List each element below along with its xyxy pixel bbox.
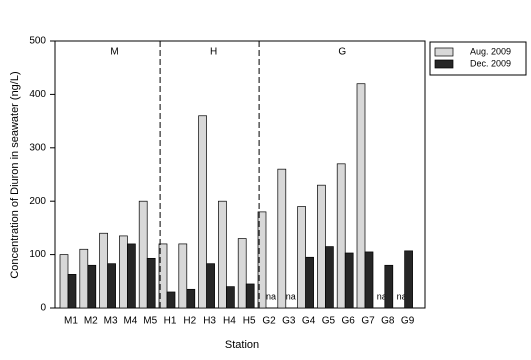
x-tick-label: H2	[183, 316, 196, 327]
x-tick-label: G7	[361, 316, 375, 327]
bar	[218, 200, 227, 309]
bar	[336, 163, 346, 309]
x-tick-label: G9	[401, 316, 415, 327]
group-label: G	[338, 47, 346, 58]
x-tick-label: G3	[282, 316, 296, 327]
x-tick-label: H3	[203, 316, 216, 327]
x-tick-label: M1	[64, 316, 78, 327]
bar	[119, 235, 128, 309]
y-tick-label: 400	[29, 89, 46, 100]
bar	[146, 257, 156, 309]
bar	[305, 256, 314, 309]
y-axis-title: Concentration of Diuron in seawater (ng/…	[9, 71, 21, 278]
value-label: na	[286, 291, 296, 301]
y-tick-label: 100	[29, 249, 46, 260]
bar	[277, 168, 287, 309]
y-tick-label: 0	[40, 303, 46, 314]
bar	[127, 243, 136, 309]
bar	[226, 286, 235, 309]
legend-label: Aug. 2009	[470, 46, 511, 56]
bar	[384, 264, 394, 309]
bar	[138, 200, 148, 309]
value-label: na	[377, 291, 387, 301]
x-tick-label: M2	[84, 316, 98, 327]
x-tick-label: M5	[143, 316, 157, 327]
x-tick-label: G6	[342, 316, 356, 327]
value-label: na	[397, 291, 407, 301]
x-tick-label: G5	[322, 316, 336, 327]
bar	[99, 232, 108, 309]
bar	[245, 283, 255, 309]
y-tick-label: 500	[29, 36, 46, 47]
x-axis-title: Station	[225, 339, 259, 351]
bar	[404, 250, 413, 309]
x-tick-label: M3	[104, 316, 118, 327]
bar	[166, 291, 176, 309]
bar	[344, 252, 354, 309]
legend-box	[429, 41, 527, 76]
bar	[297, 206, 306, 309]
bar	[107, 263, 116, 309]
bar	[198, 115, 207, 309]
y-tick-label: 200	[29, 196, 46, 207]
legend-swatch	[434, 47, 454, 57]
x-tick-label: G8	[381, 316, 395, 327]
bar	[317, 184, 326, 309]
x-tick-label: H1	[164, 316, 177, 327]
bar	[67, 274, 77, 309]
bar	[79, 248, 89, 309]
bar	[364, 251, 374, 309]
legend-swatch	[434, 59, 454, 69]
legend-label: Dec. 2009	[470, 58, 511, 68]
bar	[186, 288, 196, 309]
x-tick-label: H4	[223, 316, 236, 327]
y-tick-label: 300	[29, 142, 46, 153]
group-label: H	[210, 47, 217, 58]
x-tick-label: M4	[123, 316, 137, 327]
bar	[257, 211, 267, 309]
bar	[356, 83, 366, 309]
bar	[237, 238, 247, 309]
bar	[59, 254, 69, 309]
x-tick-label: H5	[243, 316, 256, 327]
group-label: M	[110, 47, 118, 58]
bar	[158, 243, 168, 309]
bar	[87, 264, 97, 309]
value-label: na	[266, 291, 276, 301]
x-tick-label: G2	[262, 316, 276, 327]
x-tick-label: G4	[302, 316, 316, 327]
bar	[178, 243, 188, 309]
bar	[206, 263, 215, 309]
bar	[325, 246, 334, 309]
